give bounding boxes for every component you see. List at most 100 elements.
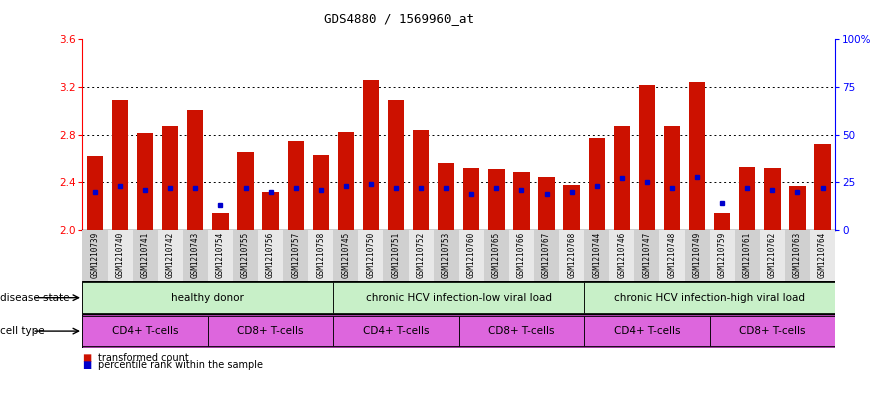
Text: GSM1210763: GSM1210763 bbox=[793, 231, 802, 278]
Text: ■: ■ bbox=[82, 360, 91, 371]
Text: GSM1210748: GSM1210748 bbox=[668, 231, 676, 278]
Text: GSM1210741: GSM1210741 bbox=[141, 231, 150, 278]
Text: GSM1210755: GSM1210755 bbox=[241, 231, 250, 278]
Bar bbox=[187, 110, 203, 230]
Bar bbox=[258, 230, 283, 281]
Bar bbox=[785, 230, 810, 281]
Text: GSM1210768: GSM1210768 bbox=[567, 231, 576, 278]
Bar bbox=[338, 132, 354, 230]
Text: GSM1210740: GSM1210740 bbox=[116, 231, 125, 278]
Text: GDS4880 / 1569960_at: GDS4880 / 1569960_at bbox=[323, 12, 474, 25]
Text: CD4+ T-cells: CD4+ T-cells bbox=[614, 326, 680, 336]
Text: chronic HCV infection-high viral load: chronic HCV infection-high viral load bbox=[614, 293, 806, 303]
Text: GSM1210745: GSM1210745 bbox=[341, 231, 350, 278]
Bar bbox=[484, 230, 509, 281]
Bar bbox=[82, 282, 333, 313]
Bar bbox=[459, 230, 484, 281]
Bar bbox=[789, 186, 806, 230]
Bar bbox=[358, 230, 383, 281]
Bar bbox=[814, 144, 831, 230]
Text: GSM1210746: GSM1210746 bbox=[617, 231, 626, 278]
Text: GSM1210749: GSM1210749 bbox=[693, 231, 702, 278]
Text: GSM1210766: GSM1210766 bbox=[517, 231, 526, 278]
Bar bbox=[689, 82, 705, 230]
Text: GSM1210762: GSM1210762 bbox=[768, 231, 777, 278]
Text: disease state: disease state bbox=[0, 293, 70, 303]
Bar bbox=[434, 230, 459, 281]
Text: transformed count: transformed count bbox=[98, 353, 188, 364]
Bar bbox=[333, 316, 459, 347]
Text: CD4+ T-cells: CD4+ T-cells bbox=[363, 326, 429, 336]
Text: healthy donor: healthy donor bbox=[171, 293, 245, 303]
Bar bbox=[459, 316, 584, 347]
Text: GSM1210742: GSM1210742 bbox=[166, 231, 175, 278]
Bar bbox=[735, 230, 760, 281]
Bar bbox=[463, 168, 479, 230]
Bar bbox=[710, 316, 835, 347]
Bar bbox=[388, 100, 404, 230]
Bar bbox=[82, 230, 108, 281]
Text: GSM1210764: GSM1210764 bbox=[818, 231, 827, 278]
Bar bbox=[133, 230, 158, 281]
Bar bbox=[589, 138, 605, 230]
Text: cell type: cell type bbox=[0, 326, 45, 336]
Text: CD8+ T-cells: CD8+ T-cells bbox=[237, 326, 304, 336]
Text: GSM1210750: GSM1210750 bbox=[366, 231, 375, 278]
Bar bbox=[634, 230, 659, 281]
Text: GSM1210754: GSM1210754 bbox=[216, 231, 225, 278]
Bar bbox=[764, 168, 780, 230]
Text: GSM1210743: GSM1210743 bbox=[191, 231, 200, 278]
Bar bbox=[183, 230, 208, 281]
Bar bbox=[659, 230, 685, 281]
Bar bbox=[313, 155, 329, 230]
Bar bbox=[208, 316, 333, 347]
Bar bbox=[283, 230, 308, 281]
Bar bbox=[538, 178, 555, 230]
Bar bbox=[685, 230, 710, 281]
Bar bbox=[584, 230, 609, 281]
Bar bbox=[714, 213, 730, 230]
Bar bbox=[212, 213, 228, 230]
Text: GSM1210761: GSM1210761 bbox=[743, 231, 752, 278]
Bar bbox=[87, 156, 103, 230]
Text: GSM1210760: GSM1210760 bbox=[467, 231, 476, 278]
Bar bbox=[288, 141, 304, 230]
Text: GSM1210758: GSM1210758 bbox=[316, 231, 325, 278]
Text: GSM1210739: GSM1210739 bbox=[90, 231, 99, 278]
Bar bbox=[609, 230, 634, 281]
Bar bbox=[584, 282, 835, 313]
Bar bbox=[559, 230, 584, 281]
Text: GSM1210752: GSM1210752 bbox=[417, 231, 426, 278]
Bar bbox=[513, 171, 530, 230]
Text: CD4+ T-cells: CD4+ T-cells bbox=[112, 326, 178, 336]
Bar bbox=[137, 133, 153, 230]
Bar bbox=[108, 230, 133, 281]
Bar bbox=[112, 100, 128, 230]
Text: chronic HCV infection-low viral load: chronic HCV infection-low viral load bbox=[366, 293, 552, 303]
Text: GSM1210765: GSM1210765 bbox=[492, 231, 501, 278]
Bar bbox=[664, 126, 680, 230]
Bar bbox=[438, 163, 454, 230]
Bar bbox=[333, 230, 358, 281]
Text: GSM1210756: GSM1210756 bbox=[266, 231, 275, 278]
Text: GSM1210759: GSM1210759 bbox=[718, 231, 727, 278]
Bar bbox=[564, 185, 580, 230]
Text: CD8+ T-cells: CD8+ T-cells bbox=[739, 326, 806, 336]
Bar bbox=[760, 230, 785, 281]
Bar bbox=[584, 316, 710, 347]
Bar bbox=[409, 230, 434, 281]
Bar bbox=[614, 126, 630, 230]
Text: CD8+ T-cells: CD8+ T-cells bbox=[488, 326, 555, 336]
Bar bbox=[488, 169, 504, 230]
Bar bbox=[363, 80, 379, 230]
Text: GSM1210751: GSM1210751 bbox=[392, 231, 401, 278]
Bar bbox=[413, 130, 429, 230]
Bar bbox=[710, 230, 735, 281]
Bar bbox=[237, 152, 254, 230]
Bar bbox=[233, 230, 258, 281]
Bar bbox=[158, 230, 183, 281]
Bar bbox=[162, 126, 178, 230]
Text: percentile rank within the sample: percentile rank within the sample bbox=[98, 360, 263, 371]
Text: GSM1210747: GSM1210747 bbox=[642, 231, 651, 278]
Bar bbox=[810, 230, 835, 281]
